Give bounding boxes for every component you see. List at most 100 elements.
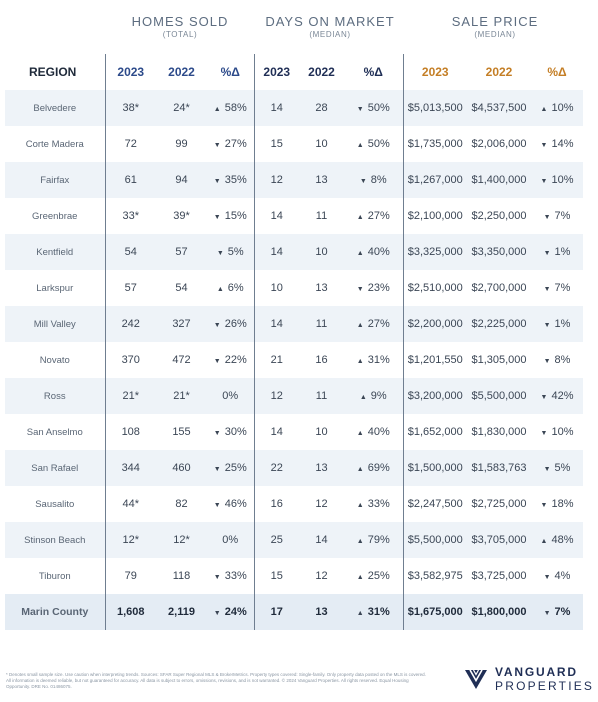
price-2022-cell: $5,500,000 [471,390,527,402]
homes-sold-2023-cell: 79 [104,558,156,594]
sale-price-subtitle: (MEDIAN) [474,30,516,39]
price-pct-cell: ▼ 1% [531,234,583,270]
triangle-up-icon: ▲ [356,250,364,257]
triangle-down-icon: ▼ [356,106,364,113]
homes-sold-2023-cell: 38* [104,90,156,126]
pct-value: 79% [367,534,390,546]
table-row: Novato 370 472 ▼ 22% 21 16 ▲ 31% $1,201,550 $1,305… [5,342,583,378]
triangle-up-icon: ▲ [356,142,364,149]
pct-value: 9% [370,390,387,402]
pct-value: 22% [224,354,247,366]
homes-sold-pct-cell: 0% [207,378,254,414]
pct-value: 23% [367,282,390,294]
price-2022-cell: $2,006,000 [471,138,527,150]
homes-sold-pct-cell: ▼ 46% [207,486,254,522]
pct-value: 58% [224,102,247,114]
pct-value: 8% [554,354,571,366]
days-pct-cell: ▲ 9% [344,378,403,414]
pct-value: 69% [367,462,390,474]
price-2022-cell: $1,305,000 [471,354,527,366]
homes-sold-2022-cell: 82 [175,498,188,510]
homes-sold-2022-cell: 327 [172,318,191,330]
homes-sold-2022-cell: 54 [175,282,188,294]
days-pct-cell: ▲ 40% [344,234,403,270]
homes-sold-pct-cell: 0% [207,522,254,558]
region-cell: Marin County [21,606,89,618]
days-pct-cell: ▼ 8% [344,162,403,198]
homes-sold-pct-cell: ▼ 27% [207,126,254,162]
days-2023-cell: 22 [253,450,299,486]
pct-value: 10% [551,102,574,114]
price-2023-cell: $2,510,000 [402,270,467,306]
homes-sold-pct-cell: ▼ 30% [207,414,254,450]
pct-value: 5% [227,246,244,258]
homes-sold-2022-cell: 99 [175,138,188,150]
price-2023-cell: $1,201,550 [402,342,467,378]
homes-sold-2023-cell: 108 [104,414,156,450]
region-cell: Corte Madera [25,138,84,150]
pct-value: 31% [367,354,390,366]
table-row: Larkspur 57 54 ▲ 6% 10 13 ▼ 23% $2,510,000 $2,700,… [5,270,583,306]
triangle-down-icon: ▼ [213,466,221,473]
triangle-up-icon: ▲ [356,502,364,509]
days-2023-cell: 16 [253,486,299,522]
triangle-up-icon: ▲ [356,430,364,437]
price-2023-cell: $3,200,000 [402,378,467,414]
price-2023-cell: $3,582,975 [402,558,467,594]
days-pct-cell: ▲ 40% [344,414,403,450]
days-2023-cell: 21 [253,342,299,378]
homes-sold-2023-cell: 61 [104,162,156,198]
homes-sold-pct-cell: ▼ 5% [207,234,254,270]
price-pct-cell: ▼ 5% [531,450,583,486]
triangle-up-icon: ▲ [213,106,221,113]
pct-value: 27% [367,210,390,222]
pct-value: 25% [367,570,390,582]
pct-value: 40% [367,246,390,258]
price-pct-cell: ▼ 7% [531,270,583,306]
days-pct-cell: ▲ 31% [344,594,403,630]
price-2023-cell: $1,267,000 [402,162,467,198]
triangle-down-icon: ▼ [540,178,548,185]
triangle-down-icon: ▼ [540,142,548,149]
homes-sold-2023-cell: 33* [104,198,156,234]
homes-sold-title: HOMES SOLD [131,14,229,29]
price-pct-cell: ▼ 18% [531,486,583,522]
homes-sold-pct-cell: ▼ 26% [207,306,254,342]
homes-sold-2023-cell: 54 [104,234,156,270]
table-row: Fairfax 61 94 ▼ 35% 12 13 ▼ 8% $1,267,000 $1,400,0… [5,162,583,198]
days-2022-cell: 11 [315,210,328,222]
pct-value: 7% [554,282,571,294]
pct-value: 30% [224,426,247,438]
triangle-up-icon: ▲ [540,538,548,545]
price-2022-cell: $3,705,000 [471,534,527,546]
days-pct-cell: ▲ 50% [344,126,403,162]
triangle-down-icon: ▼ [213,142,221,149]
triangle-up-icon: ▲ [359,394,367,401]
triangle-down-icon: ▼ [213,322,221,329]
days-2022-cell: 13 [315,282,328,294]
col-header-days-pct: %Δ [363,65,383,79]
price-pct-cell: ▼ 8% [531,342,583,378]
table-row: Corte Madera 72 99 ▼ 27% 15 10 ▲ 50% $1,735,000 $2… [5,126,583,162]
homes-sold-pct-cell: ▼ 22% [207,342,254,378]
days-pct-cell: ▼ 23% [344,270,403,306]
triangle-down-icon: ▼ [543,250,551,257]
homes-sold-2022-cell: 21* [173,390,190,402]
triangle-down-icon: ▼ [540,502,548,509]
days-2022-cell: 13 [315,174,328,186]
homes-sold-2022-cell: 460 [172,462,191,474]
region-cell: Tiburon [38,570,71,582]
homes-sold-2022-cell: 39* [173,210,190,222]
table-row: Tiburon 79 118 ▼ 33% 15 12 ▲ 25% $3,582,975 $3,725… [5,558,583,594]
pct-value: 1% [554,318,571,330]
triangle-down-icon: ▼ [356,286,364,293]
pct-value: 6% [227,282,244,294]
triangle-down-icon: ▼ [213,610,221,617]
column-group-headers: HOMES SOLD (TOTAL) DAYS ON MARKET (MEDIA… [0,0,598,54]
days-2023-cell: 25 [253,522,299,558]
col-header-homes-sold-2022: 2022 [168,65,195,79]
vanguard-v-logo-icon [465,669,487,689]
pct-value: 50% [367,102,390,114]
pct-value: 15% [224,210,247,222]
price-2023-cell: $5,013,500 [402,90,467,126]
